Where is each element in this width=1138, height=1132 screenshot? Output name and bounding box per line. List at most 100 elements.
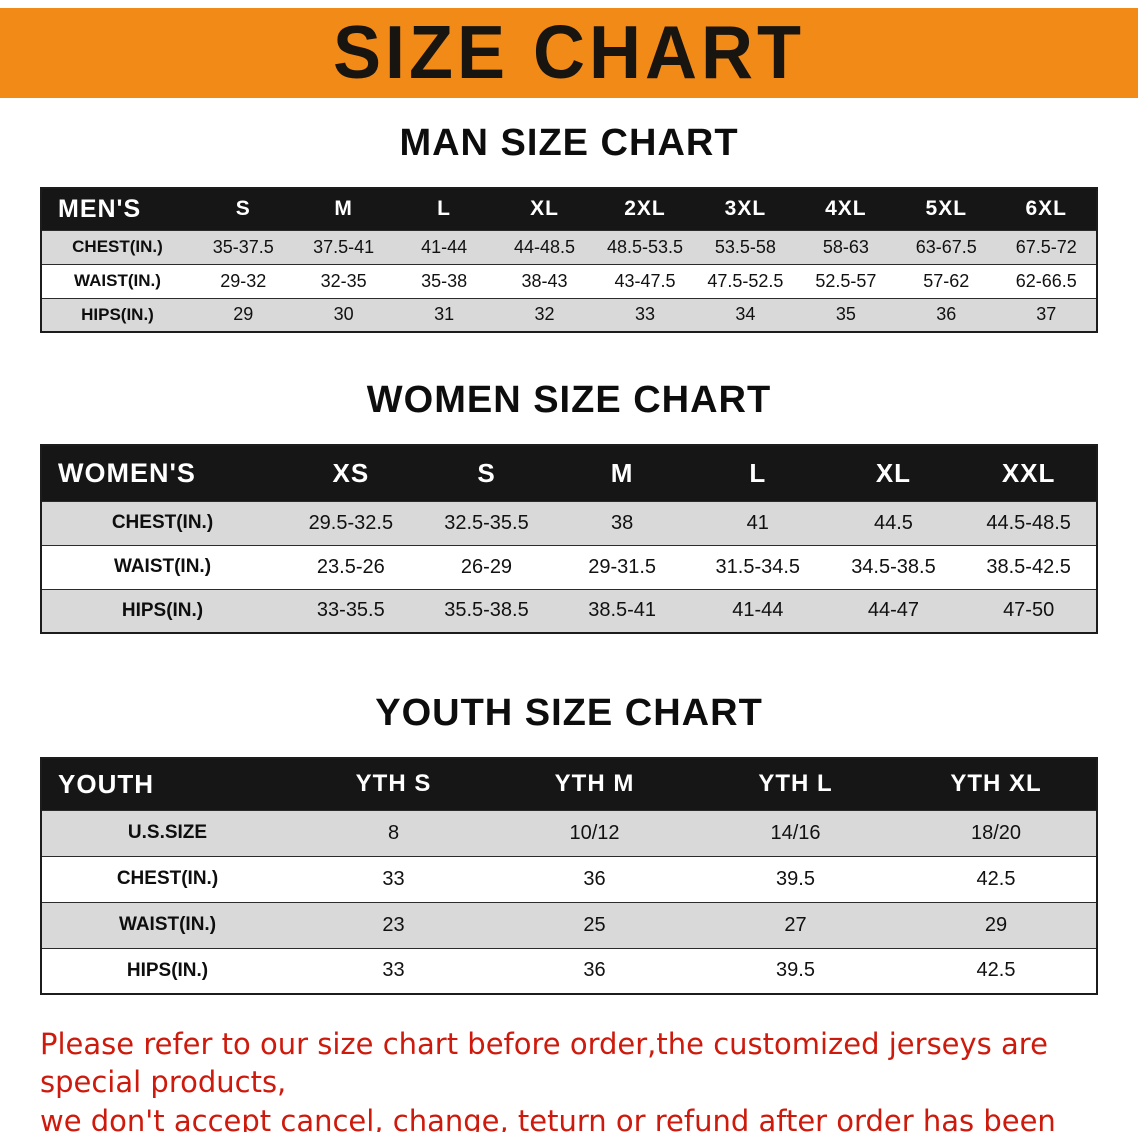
size-value-cell: 39.5 [776,959,815,982]
size-value-cell: 41-44 [732,599,784,622]
size-column-header: XS [283,445,419,501]
men-chart-title: MAN SIZE CHART [399,122,739,164]
row-label: WAIST(IN.) [113,556,212,577]
table-row: HIPS(IN.) 33-35.5 35.5-38.5 38.5-41 41-44 44-… [41,589,1097,633]
men-size-table: MEN'S S M L XL 2XL 3XL 4XL 5XL 6XL CHEST(IN.) 35-37… [40,187,1098,333]
row-label: HIPS(IN.) [126,959,209,981]
size-value-cell: 47-50 [1003,599,1055,622]
size-column-header: YTH S [293,758,494,810]
size-value-cell: 48.5-53.5 [606,236,683,257]
size-value-cell: 32 [534,304,555,325]
youth-chart-title: YOUTH SIZE CHART [375,692,763,734]
size-value-cell: 44-47 [867,599,920,622]
row-label: HIPS(IN.) [121,599,204,621]
size-value-cell: 18/20 [970,821,1022,844]
size-value-cell: 8 [387,821,400,844]
size-column-header: XL [825,445,962,501]
size-value-cell: 32-35 [320,270,367,291]
size-value-cell: 25 [583,913,606,936]
table-body: CHEST(IN.) 29.5-32.5 32.5-35.5 38 41 44.5 44.5… [41,501,1097,633]
size-value-cell: 37 [1036,304,1057,325]
size-column-header: S [418,445,555,501]
size-value-cell: 36 [936,304,957,325]
table-row: U.S.SIZE 8 10/12 14/16 18/20 [41,810,1097,856]
table-corner-label: YOUTH [41,758,293,810]
footer-line-2: we don't accept cancel, change, teturn o… [40,1103,1056,1132]
table-row: HIPS(IN.) 29 30 31 32 33 34 35 36 37 [41,298,1097,332]
size-value-cell: 47.5-52.5 [707,270,784,291]
table-header-row: WOMEN'S XS S M L XL XXL [41,445,1097,501]
row-label: WAIST(IN.) [74,271,161,290]
size-value-cell: 41-44 [421,236,468,257]
size-column-header: XL [494,188,595,230]
size-column-header: 5XL [896,188,997,230]
size-value-cell: 23.5-26 [316,555,385,578]
size-value-cell: 38.5-42.5 [986,555,1071,578]
youth-size-chart-section: YOUTH SIZE CHART YOUTH YTH S YTH M YTH L YTH… [0,692,1138,995]
size-column-header: 4XL [795,188,897,230]
men-size-chart-section: MAN SIZE CHART MEN'S S M L XL 2XL 3XL 4XL 5XL 6XL… [0,122,1138,333]
size-value-cell: 42.5 [976,867,1016,890]
size-column-header: S [193,188,294,230]
size-value-cell: 37.5-41 [313,236,375,257]
size-value-cell: 30 [333,304,354,325]
size-value-cell: 35-38 [421,270,468,291]
size-value-cell: 53.5-58 [714,236,776,257]
size-value-cell: 23 [382,913,405,936]
table-head: YOUTH YTH S YTH M YTH L YTH XL [41,758,1097,810]
size-value-cell: 27 [784,913,807,936]
row-label: WAIST(IN.) [118,914,217,935]
size-column-header: YTH L [695,758,896,810]
table-row: CHEST(IN.) 33 36 39.5 42.5 [41,856,1097,902]
size-value-cell: 57-62 [923,270,970,291]
women-chart-title: WOMEN SIZE CHART [366,379,772,421]
row-label: CHEST(IN.) [116,868,219,889]
size-column-header: L [393,188,495,230]
size-value-cell: 63-67.5 [915,236,977,257]
table-row: CHEST(IN.) 29.5-32.5 32.5-35.5 38 41 44.5 44.5… [41,501,1097,545]
table-header-row: YOUTH YTH S YTH M YTH L YTH XL [41,758,1097,810]
size-column-header: YTH XL [896,758,1097,810]
size-value-cell: 36 [583,959,606,982]
row-label: CHEST(IN.) [111,512,214,533]
row-label: CHEST(IN.) [72,237,163,256]
row-label: HIPS(IN.) [81,304,154,324]
size-column-header: L [689,445,826,501]
size-value-cell: 42.5 [976,959,1016,982]
size-column-header: XXL [961,445,1097,501]
size-value-cell: 62-66.5 [1015,270,1077,291]
table-row: WAIST(IN.) 23.5-26 26-29 29-31.5 31.5-34.5 34… [41,545,1097,589]
table-head: WOMEN'S XS S M L XL XXL [41,445,1097,501]
table-body: CHEST(IN.) 35-37.5 37.5-41 41-44 44-48.5 48.5… [41,230,1097,332]
size-value-cell: 31 [434,304,455,325]
size-value-cell: 33 [382,959,405,982]
size-column-header: YTH M [494,758,695,810]
size-value-cell: 43-47.5 [614,270,676,291]
youth-size-table: YOUTH YTH S YTH M YTH L YTH XL U.S.SIZE 8 10/12… [40,757,1098,995]
size-column-header: 3XL [695,188,796,230]
banner-title: SIZE CHART [333,11,805,95]
size-value-cell: 33-35.5 [316,599,385,622]
size-value-cell: 44.5-48.5 [986,511,1071,534]
size-value-cell: 34 [735,304,756,325]
size-value-cell: 44.5 [873,511,913,534]
table-header-row: MEN'S S M L XL 2XL 3XL 4XL 5XL 6XL [41,188,1097,230]
size-column-header: M [554,445,690,501]
table-body: U.S.SIZE 8 10/12 14/16 18/20 CHEST(IN.) 33 36 39… [41,810,1097,994]
size-value-cell: 34.5-38.5 [851,555,936,578]
table-corner-label: WOMEN'S [41,445,283,501]
size-value-cell: 31.5-34.5 [715,555,801,578]
size-value-cell: 36 [583,867,606,890]
size-value-cell: 33 [634,304,655,325]
size-value-cell: 32.5-35.5 [444,511,529,534]
size-value-cell: 41 [746,511,769,534]
table-row: CHEST(IN.) 35-37.5 37.5-41 41-44 44-48.5 48.5… [41,230,1097,264]
size-column-header: M [293,188,394,230]
size-value-cell: 29-31.5 [588,555,657,578]
size-value-cell: 35 [835,304,856,325]
size-chart-banner: SIZE CHART [0,8,1138,98]
size-value-cell: 38.5-41 [588,599,657,622]
size-column-header: 6XL [996,188,1097,230]
size-value-cell: 29 [233,304,254,325]
